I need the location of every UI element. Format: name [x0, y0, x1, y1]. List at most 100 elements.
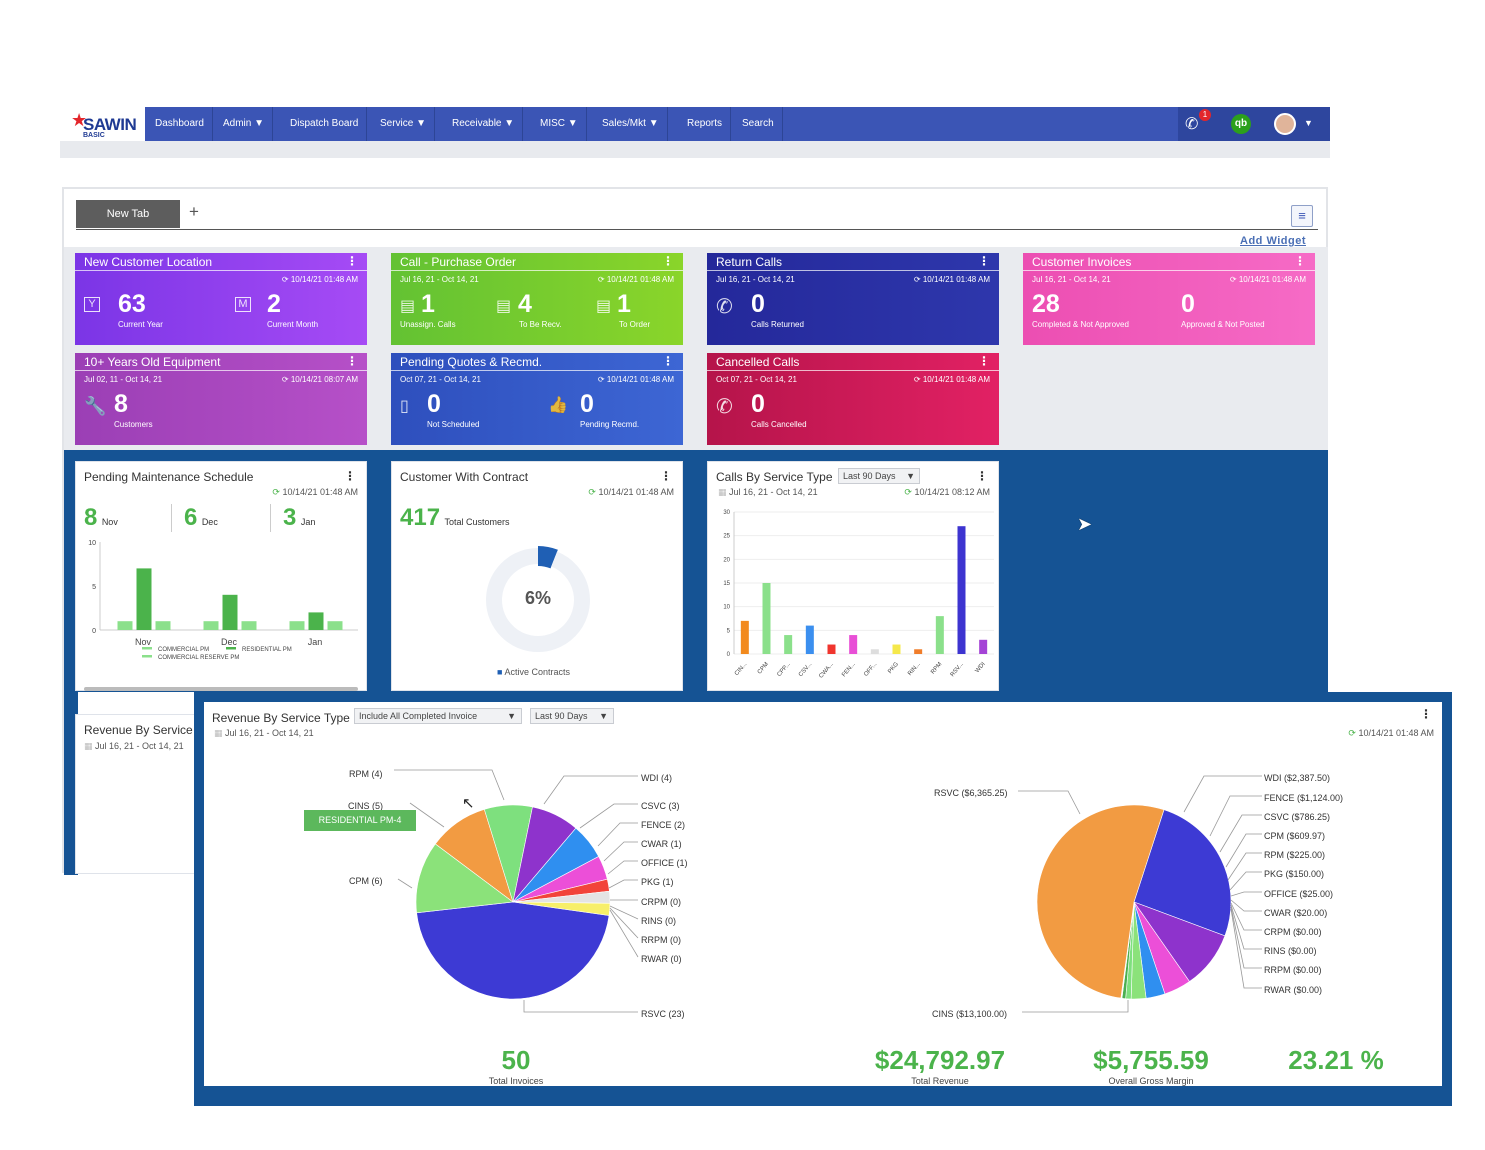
stat-value: 63	[118, 290, 146, 318]
stat-value: 0	[1181, 290, 1195, 318]
pie-leader-line	[394, 769, 505, 801]
stat-value: 0	[580, 390, 594, 418]
pie-leader-line	[523, 1000, 638, 1013]
card-cancelled-calls[interactable]: Cancelled Calls ⋮ Oct 07, 21 - Oct 14, 2…	[707, 353, 999, 445]
kebab-icon[interactable]: ⋮	[1294, 254, 1306, 268]
pie-label: RRPM (0)	[641, 935, 681, 945]
phone-icon[interactable]: ✆	[1185, 116, 1199, 133]
nav-reports[interactable]: Reports	[679, 107, 732, 141]
summary-dec: 6 Dec	[184, 504, 218, 531]
kpi-total-invoices: 50 Total Invoices	[488, 1045, 544, 1086]
y-tick-label: 30	[723, 510, 730, 516]
quickbooks-icon[interactable]: qb	[1231, 114, 1251, 134]
pie-label: CWAR (1)	[641, 839, 682, 849]
kebab-icon[interactable]: ⋮	[344, 469, 356, 483]
legend-swatch	[226, 647, 236, 650]
kpi-gross-margin: $5,755.59 Overall Gross Margin	[1093, 1045, 1209, 1086]
add-tab-button[interactable]: +	[189, 202, 199, 221]
pie-label: FENCE (2)	[641, 820, 686, 830]
user-avatar[interactable]	[1274, 113, 1296, 135]
kebab-icon[interactable]: ⋮	[978, 254, 990, 268]
tab-new-tab[interactable]: New Tab	[76, 200, 180, 228]
card-date-range: Jul 02, 11 - Oct 14, 21	[84, 375, 163, 384]
sawin-logo[interactable]: ★ SAWIN BASIC	[67, 107, 145, 141]
card-pending-quotes[interactable]: Pending Quotes & Recmd. ⋮ Oct 07, 21 - O…	[391, 353, 683, 445]
legend-label: COMMERCIAL RESERVE PM	[158, 655, 239, 661]
card-old-equipment[interactable]: 10+ Years Old Equipment ⋮ Jul 02, 11 - O…	[75, 353, 367, 445]
card-return-calls[interactable]: Return Calls ⋮ Jul 16, 21 - Oct 14, 21 ⟳…	[707, 253, 999, 345]
add-widget-link[interactable]: Add Widget	[1240, 235, 1306, 247]
card-new-customer-location[interactable]: New Customer Location ⋮ ⟳ 10/14/21 01:48…	[75, 253, 367, 345]
calls-bar-chart: 0 5 10 15 20 25 30 CIN... CPM CPP... CSV... CWA... F…	[723, 510, 994, 680]
nav-sales-mkt[interactable]: Sales/Mkt ▼	[594, 107, 668, 141]
nav-misc[interactable]: MISC ▼	[532, 107, 587, 141]
y-tick-label: 5	[92, 584, 96, 591]
bar	[222, 594, 238, 630]
kebab-icon[interactable]: ⋮	[978, 354, 990, 368]
kebab-icon[interactable]: ⋮	[662, 354, 674, 368]
nav-admin[interactable]: Admin ▼	[215, 107, 274, 141]
nav-service[interactable]: Service ▼	[372, 107, 436, 141]
pie-leader-line	[1209, 795, 1262, 837]
pie-label: RWAR (0)	[641, 954, 682, 964]
invoice-filter-dropdown[interactable]: Include All Completed Invoice ▼	[354, 708, 522, 724]
period-dropdown[interactable]: Last 90 Days ▼	[838, 468, 920, 484]
top-navbar: ★ SAWIN BASIC Dashboard Admin ▼ Dispatch…	[67, 107, 1330, 141]
widget-date-range: ▦ Jul 16, 21 - Oct 14, 21	[84, 741, 184, 751]
widget-timestamp: ⟳ 10/14/21 01:48 AM	[588, 487, 674, 497]
x-tick-label: RPM	[930, 661, 943, 675]
caret-down-icon[interactable]: ▼	[1304, 118, 1313, 128]
y-tick-label: 0	[727, 652, 731, 658]
bar	[827, 644, 836, 654]
widget-title: Revenue By Service Type	[212, 711, 350, 725]
donut-percent-label: 6%	[524, 588, 551, 608]
kebab-icon[interactable]: ⋮	[662, 254, 674, 268]
card-timestamp: ⟳ 10/14/21 01:48 AM	[597, 375, 674, 384]
x-tick-label: FEN...	[841, 661, 857, 678]
card-timestamp: ⟳ 10/14/21 01:48 AM	[281, 275, 358, 284]
star-icon: ★	[71, 110, 88, 130]
pie-leader-line	[609, 905, 639, 920]
legend-label: COMMERCIAL PM	[158, 647, 209, 653]
stat-value: 2	[267, 290, 281, 318]
x-tick-label: CWA...	[818, 661, 835, 679]
bar	[289, 621, 305, 630]
kebab-icon[interactable]: ⋮	[1420, 707, 1432, 721]
pie-label: RPM (4)	[349, 769, 383, 779]
pie-label: PKG ($150.00)	[1264, 869, 1325, 879]
bar	[957, 526, 966, 654]
pie-leader-line	[1230, 899, 1262, 912]
y-tick-label: 25	[723, 534, 730, 540]
card-title: Cancelled Calls	[707, 353, 999, 371]
stat-value: 28	[1032, 290, 1060, 318]
card-customer-invoices[interactable]: Customer Invoices ⋮ Jul 16, 21 - Oct 14,…	[1023, 253, 1315, 345]
nav-dispatch-board[interactable]: Dispatch Board	[282, 107, 368, 141]
summary-jan: 3 Jan	[283, 504, 316, 531]
pie-leader-line	[597, 822, 638, 847]
scrollbar[interactable]	[84, 687, 358, 691]
widget-calls-by-service-type: Calls By Service Type Last 90 Days ▼ ⋮ ▦…	[707, 461, 999, 691]
nav-receivable[interactable]: Receivable ▼	[444, 107, 524, 141]
bar	[935, 616, 944, 654]
stat-label: Current Month	[267, 320, 319, 329]
period-dropdown[interactable]: Last 90 Days ▼	[530, 708, 614, 724]
pie-leader-line	[1018, 790, 1081, 815]
stat-value: 0	[751, 290, 765, 318]
pie-slice	[1036, 804, 1165, 999]
kebab-icon[interactable]: ⋮	[660, 469, 672, 483]
widget-pending-maintenance: Pending Maintenance Schedule ⋮ ⟳ 10/14/2…	[75, 461, 367, 691]
wrench-icon: 🔧	[84, 396, 107, 416]
hamburger-menu-icon[interactable]: ≡	[1291, 205, 1313, 227]
widget-timestamp: ⟳ 10/14/21 08:12 AM	[904, 487, 990, 497]
card-date-range: Jul 16, 21 - Oct 14, 21	[1032, 275, 1111, 284]
kebab-icon[interactable]: ⋮	[346, 254, 358, 268]
card-title: Return Calls	[707, 253, 999, 271]
kebab-icon[interactable]: ⋮	[976, 469, 988, 483]
nav-dashboard[interactable]: Dashboard	[147, 107, 213, 141]
card-timestamp: ⟳ 10/14/21 01:48 AM	[913, 375, 990, 384]
card-call-purchase-order[interactable]: Call - Purchase Order ⋮ Jul 16, 21 - Oct…	[391, 253, 683, 345]
pie-slice	[512, 901, 611, 916]
x-tick-label: CSV...	[798, 661, 814, 678]
nav-search[interactable]: Search	[734, 107, 783, 141]
kebab-icon[interactable]: ⋮	[346, 354, 358, 368]
